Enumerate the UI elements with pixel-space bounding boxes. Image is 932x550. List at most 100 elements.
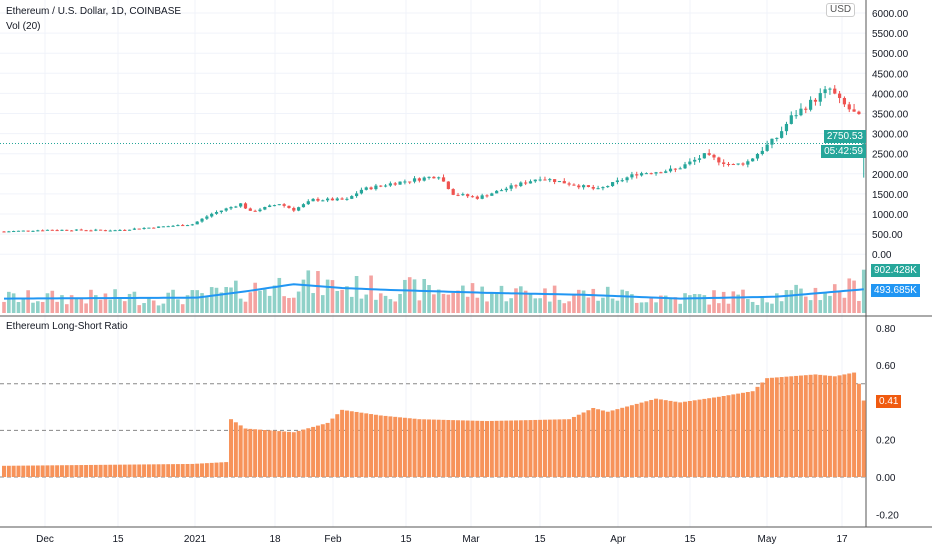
- ratio-bar: [93, 464, 98, 477]
- candle-body: [7, 231, 11, 233]
- candle-body: [364, 187, 368, 190]
- volume-bar: [306, 270, 311, 313]
- volume-bar: [16, 302, 21, 313]
- volume-bar: [765, 302, 769, 313]
- candle-body: [181, 225, 185, 227]
- candle-body: [132, 228, 137, 230]
- candle-body: [50, 229, 54, 231]
- candle-body: [717, 157, 721, 163]
- ratio-bar: [499, 420, 504, 477]
- volume-bar: [494, 292, 499, 313]
- ratio-bar: [760, 382, 765, 477]
- ratio-bar: [50, 465, 55, 477]
- ratio-bar: [697, 399, 702, 477]
- volume-bar: [282, 296, 286, 313]
- volume-bar: [55, 301, 59, 313]
- ratio-bar: [233, 422, 238, 477]
- candle-body: [171, 225, 175, 227]
- volume-bar: [31, 302, 35, 313]
- volume-bar: [378, 293, 383, 313]
- volume-bar: [229, 287, 233, 313]
- candle-body: [311, 198, 315, 202]
- ratio-bar: [716, 396, 721, 477]
- ratio-bar: [562, 419, 567, 477]
- candle-body: [693, 159, 697, 162]
- ratio-bar: [852, 372, 857, 477]
- volume-bar: [330, 280, 335, 313]
- ratio-bar: [523, 420, 528, 477]
- ratio-bar: [731, 394, 736, 477]
- volume-bar: [127, 293, 132, 313]
- ratio-bar: [557, 419, 562, 477]
- candle-body: [804, 108, 808, 110]
- volume-bar: [7, 291, 11, 313]
- volume-bar: [364, 294, 369, 313]
- ratio-bar: [402, 417, 407, 477]
- ratio-bar: [16, 465, 21, 477]
- candle-body: [548, 179, 552, 181]
- volume-bar: [441, 293, 446, 313]
- volume-bar: [113, 289, 117, 313]
- ratio-bar: [571, 416, 576, 477]
- ratio-bar: [137, 464, 142, 477]
- ratio-bar: [494, 420, 499, 477]
- ratio-bar: [441, 419, 446, 477]
- volume-bar: [683, 293, 687, 313]
- candle-body: [596, 188, 600, 190]
- volume-bar: [547, 301, 552, 313]
- candle-body: [282, 204, 286, 206]
- volume-bar: [523, 290, 528, 313]
- ratio-bar: [427, 419, 432, 477]
- ratio-bar: [596, 409, 601, 477]
- ratio-bar: [683, 401, 688, 477]
- ratio-bar: [330, 418, 335, 477]
- candle-body: [277, 204, 281, 206]
- volume-bar: [731, 291, 736, 313]
- volume-bar: [84, 303, 88, 313]
- candle-body: [813, 99, 818, 102]
- ratio-bar: [765, 378, 770, 477]
- ratio-bar: [798, 375, 803, 477]
- volume-bar: [726, 303, 731, 313]
- candle-body: [412, 178, 417, 182]
- candle-body: [99, 229, 103, 231]
- candle-body: [582, 185, 586, 188]
- volume-bar: [147, 297, 151, 313]
- candle-body: [142, 227, 146, 229]
- volume-bar: [461, 285, 465, 313]
- ratio-pane-title: Ethereum Long-Short Ratio: [6, 321, 128, 332]
- candle-body: [601, 187, 605, 189]
- ratio-bar: [282, 431, 287, 477]
- volume-bar: [591, 288, 596, 313]
- currency-button[interactable]: USD: [826, 3, 856, 17]
- volume-bar: [243, 301, 248, 313]
- ratio-bar: [103, 464, 108, 477]
- ratio-bar: [190, 463, 195, 477]
- price-tick-label: 500.00: [872, 230, 903, 241]
- volume-bar: [760, 297, 765, 313]
- ratio-bar: [315, 425, 320, 477]
- candle-body: [422, 177, 426, 181]
- price-tick-label: 1000.00: [872, 210, 909, 221]
- ratio-bar: [166, 464, 171, 477]
- volume-bar: [634, 302, 639, 313]
- volume-bar: [142, 303, 146, 313]
- candle-body: [147, 227, 151, 229]
- candle-body: [664, 171, 668, 173]
- volume-bar: [412, 279, 417, 313]
- ratio-bar: [485, 421, 489, 477]
- volume-bar: [359, 298, 364, 313]
- candle-body: [668, 168, 673, 172]
- volume-bar: [649, 296, 654, 313]
- volume-bar: [832, 284, 837, 313]
- candle-body: [712, 154, 716, 158]
- volume-bar: [601, 297, 605, 313]
- volume-bar: [663, 295, 668, 313]
- ratio-bar: [581, 412, 586, 477]
- volume-bar: [586, 297, 591, 313]
- ratio-bar: [707, 398, 712, 477]
- volume-bar: [610, 298, 615, 313]
- candle-body: [388, 183, 392, 186]
- price-tick-label: 1500.00: [872, 190, 909, 201]
